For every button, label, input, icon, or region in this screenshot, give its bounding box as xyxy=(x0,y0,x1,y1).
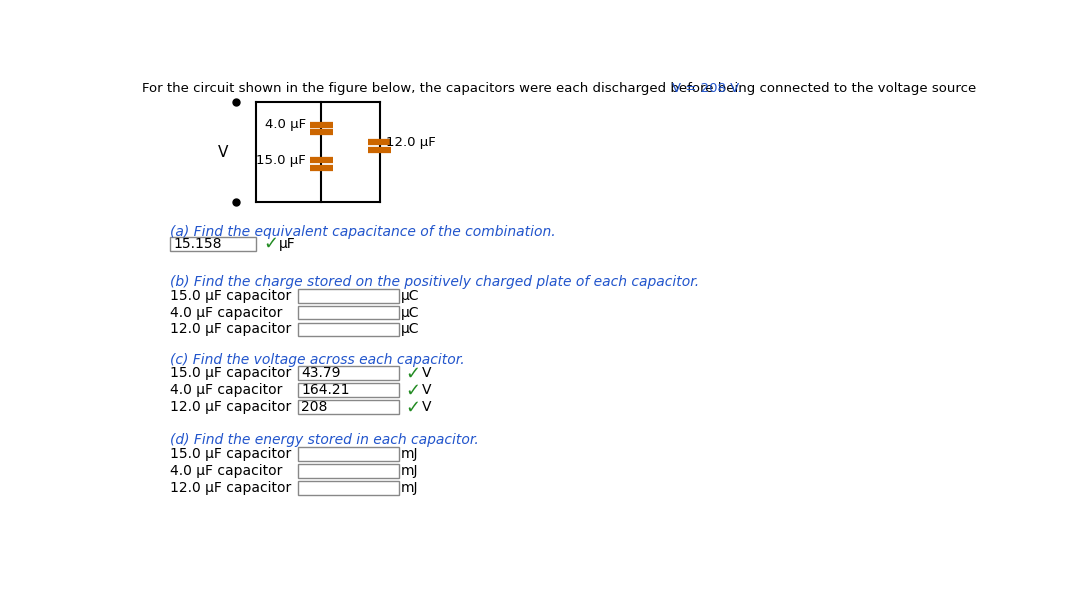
Text: 15.158: 15.158 xyxy=(173,237,222,251)
Text: V: V xyxy=(422,400,432,414)
Bar xyxy=(298,289,399,303)
Text: 15.0 μF capacitor: 15.0 μF capacitor xyxy=(170,447,291,461)
Text: μC: μC xyxy=(401,289,420,303)
Text: 4.0 μF capacitor: 4.0 μF capacitor xyxy=(170,383,283,397)
Text: 4.0 μF: 4.0 μF xyxy=(264,118,305,131)
Text: ✓: ✓ xyxy=(405,398,420,417)
Bar xyxy=(298,384,399,397)
Text: 164.21: 164.21 xyxy=(301,383,350,397)
Text: μC: μC xyxy=(401,306,420,320)
Text: 4.0 μF capacitor: 4.0 μF capacitor xyxy=(170,306,283,320)
Text: μC: μC xyxy=(401,323,420,337)
Text: 12.0 μF capacitor: 12.0 μF capacitor xyxy=(170,400,291,414)
Text: V = 208 V.: V = 208 V. xyxy=(673,82,742,96)
Text: V: V xyxy=(422,383,432,397)
Text: 15.0 μF: 15.0 μF xyxy=(256,153,305,167)
Text: ✓: ✓ xyxy=(405,381,420,400)
Bar xyxy=(298,323,399,336)
Text: For the circuit shown in the figure below, the capacitors were each discharged b: For the circuit shown in the figure belo… xyxy=(142,82,980,96)
Text: ✓: ✓ xyxy=(263,235,278,253)
Bar xyxy=(170,237,256,251)
Text: μF: μF xyxy=(278,237,296,251)
Text: 15.0 μF capacitor: 15.0 μF capacitor xyxy=(170,367,291,381)
Text: 12.0 μF: 12.0 μF xyxy=(386,136,435,149)
Text: mJ: mJ xyxy=(401,481,419,495)
Bar xyxy=(298,400,399,414)
Text: (a) Find the equivalent capacitance of the combination.: (a) Find the equivalent capacitance of t… xyxy=(170,225,556,239)
Text: mJ: mJ xyxy=(401,464,419,478)
Text: V: V xyxy=(218,145,229,160)
Bar xyxy=(298,464,399,478)
Text: 4.0 μF capacitor: 4.0 μF capacitor xyxy=(170,464,283,478)
Bar xyxy=(298,481,399,495)
Text: (b) Find the charge stored on the positively charged plate of each capacitor.: (b) Find the charge stored on the positi… xyxy=(170,275,700,289)
Text: (d) Find the energy stored in each capacitor.: (d) Find the energy stored in each capac… xyxy=(170,434,479,448)
Text: mJ: mJ xyxy=(401,447,419,461)
Text: V: V xyxy=(422,367,432,381)
Bar xyxy=(298,367,399,380)
Text: 43.79: 43.79 xyxy=(301,367,341,381)
Text: (c) Find the voltage across each capacitor.: (c) Find the voltage across each capacit… xyxy=(170,353,465,367)
Text: ✓: ✓ xyxy=(405,364,420,382)
Text: 12.0 μF capacitor: 12.0 μF capacitor xyxy=(170,481,291,495)
Bar xyxy=(298,447,399,461)
Text: 12.0 μF capacitor: 12.0 μF capacitor xyxy=(170,323,291,337)
Bar xyxy=(298,306,399,320)
Text: 15.0 μF capacitor: 15.0 μF capacitor xyxy=(170,289,291,303)
Text: 208: 208 xyxy=(301,400,327,414)
